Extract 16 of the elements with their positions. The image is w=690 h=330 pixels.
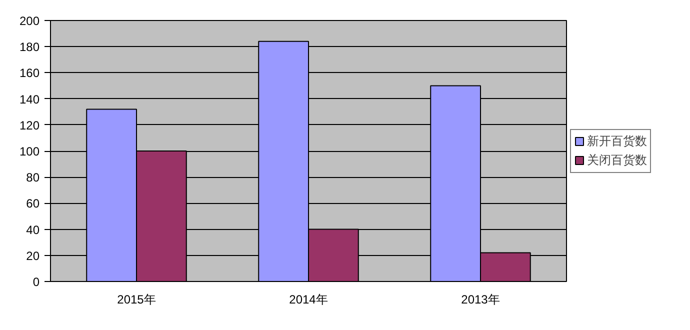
y-tick-label: 0 (32, 275, 40, 289)
y-tick-label: 100 (19, 144, 40, 158)
x-tick-label: 2015年 (117, 292, 156, 306)
legend-label: 新开百货数 (587, 132, 647, 150)
y-tick-label: 20 (26, 248, 40, 263)
x-tick-label: 2013年 (461, 292, 500, 306)
legend-label: 关闭百货数 (587, 152, 647, 168)
y-tick-label: 80 (26, 170, 40, 185)
y-tick-label: 60 (26, 196, 40, 211)
y-tick-label: 160 (19, 66, 40, 80)
y-tick-label: 200 (19, 14, 40, 28)
y-tick-label: 140 (19, 92, 40, 106)
y-tick-label: 180 (19, 40, 40, 54)
y-tick-label: 120 (19, 118, 40, 132)
y-tick-label: 40 (26, 222, 40, 237)
x-tick-label: 2014年 (289, 292, 328, 306)
